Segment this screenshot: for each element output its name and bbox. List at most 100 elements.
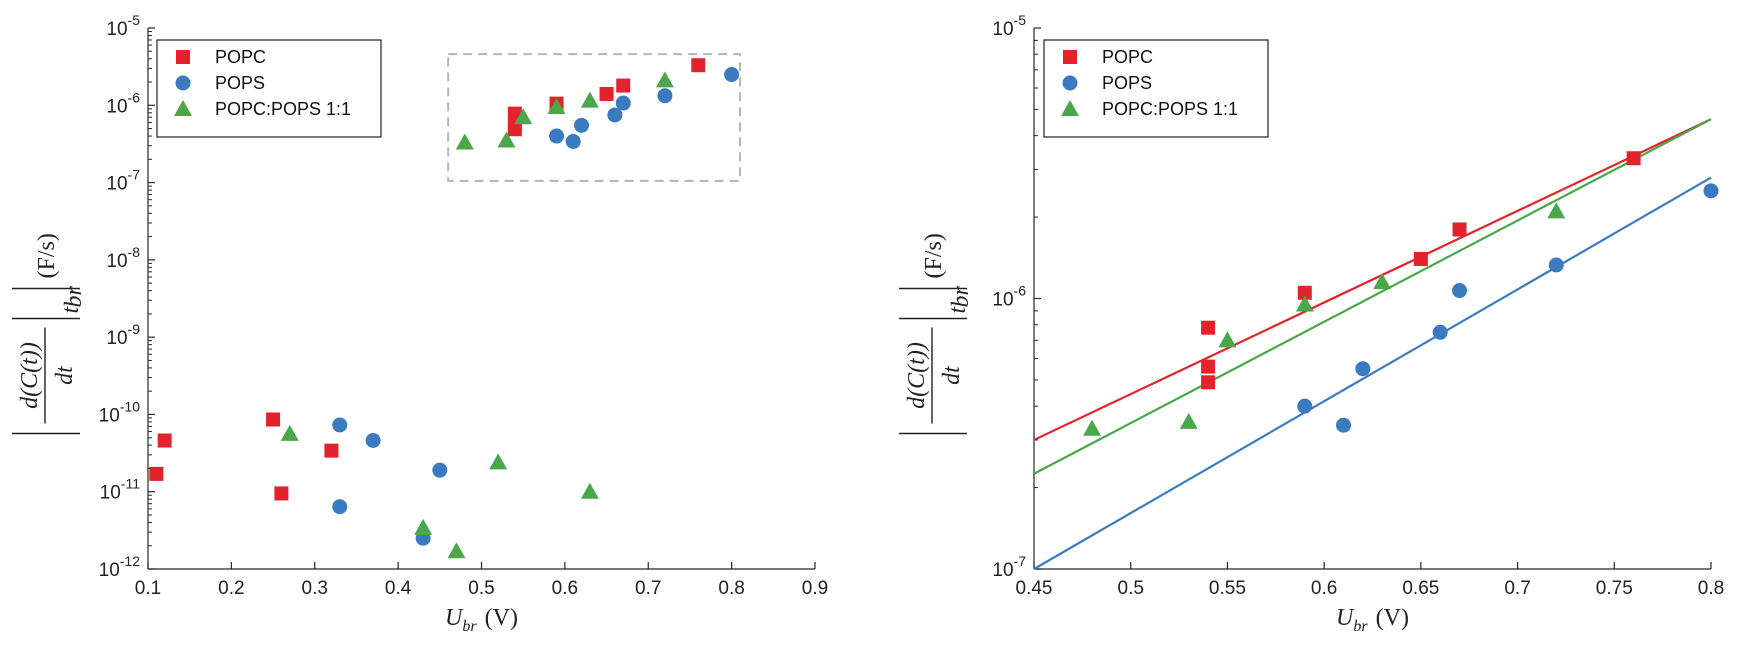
x-axis-unit: (V) xyxy=(485,605,518,631)
y-tick-base: 10 xyxy=(106,174,127,195)
data-point-circle xyxy=(332,417,348,433)
legend: POPC POPS POPC:POPS 1:1 xyxy=(156,39,382,138)
data-point-triangle xyxy=(547,98,566,115)
y-label-subsubscript: br xyxy=(948,286,974,308)
x-tick-label: 0.65 xyxy=(1402,578,1439,599)
data-point-triangle xyxy=(1083,419,1102,436)
data-point-square xyxy=(1201,375,1216,390)
y-tick-label: 10-5 xyxy=(106,12,140,40)
y-label-numerator: d(C(t)) xyxy=(17,342,43,409)
data-point-circle xyxy=(1703,183,1719,199)
x-tick-label: 0.75 xyxy=(1596,578,1633,599)
x-tick-label: 0.6 xyxy=(552,578,578,599)
data-point-circle xyxy=(1452,283,1468,299)
fit-line-1 xyxy=(1033,176,1712,570)
data-point-triangle xyxy=(1547,202,1566,219)
y-tick-base: 10 xyxy=(992,560,1013,581)
x-tick-label: 0.5 xyxy=(1118,578,1144,599)
x-axis-label: Ubr (V) xyxy=(445,605,518,635)
y-axis-label: d(C(t)) dt tbr(F/s) xyxy=(12,233,87,435)
x-axis-subscript: br xyxy=(1353,618,1368,635)
x-tick-label: 0.6 xyxy=(1311,578,1337,599)
data-point-circle xyxy=(657,88,673,104)
x-axis-unit: (V) xyxy=(1376,605,1409,631)
data-point-triangle xyxy=(414,518,433,535)
data-point-square xyxy=(266,412,281,427)
x-tick-label: 0.5 xyxy=(468,578,494,599)
y-label-subsubscript: br xyxy=(61,286,87,308)
y-tick-exponent: -5 xyxy=(128,12,141,28)
legend-label-1: POPS xyxy=(1102,73,1152,93)
y-tick-base: 10 xyxy=(106,19,127,40)
fit-line-2 xyxy=(1033,118,1712,475)
data-point-circle xyxy=(1355,361,1371,377)
data-point-square xyxy=(149,466,164,481)
y-label-denominator: dt xyxy=(52,365,78,385)
data-point-square xyxy=(616,78,631,93)
data-point-triangle xyxy=(455,133,474,150)
y-tick-base: 10 xyxy=(992,290,1013,311)
data-point-square xyxy=(507,122,522,137)
series-0-points xyxy=(149,58,706,501)
data-point-circle xyxy=(432,462,448,478)
x-tick-label: 0.3 xyxy=(302,578,328,599)
y-axis-label: d(C(t)) dt tbr(F/s) xyxy=(899,233,974,435)
y-tick-base: 10 xyxy=(992,19,1013,40)
y-label-subscript: t xyxy=(58,306,84,314)
x-axis-variable: U xyxy=(1336,605,1355,631)
y-tick-exponent: -7 xyxy=(1014,553,1027,569)
legend-box xyxy=(156,39,382,138)
series-1-points xyxy=(332,67,740,546)
data-point-triangle xyxy=(1295,295,1314,312)
data-point-triangle xyxy=(580,482,599,499)
y-label-denominator: dt xyxy=(939,365,965,385)
legend-label-0: POPC xyxy=(1102,47,1153,67)
data-point-square xyxy=(1297,285,1312,300)
x-tick-label: 0.7 xyxy=(635,578,661,599)
y-tick-base: 10 xyxy=(106,328,127,349)
zoom-region-box xyxy=(447,53,741,182)
chart-panel-2: 0.45 0.5 0.55 0.6 0.65 0.7 0.75 0.810-710-610-5… xyxy=(899,12,1724,635)
y-tick-exponent: -7 xyxy=(128,167,141,183)
data-point-square xyxy=(599,86,614,101)
data-point-circle xyxy=(565,133,581,149)
y-tick-exponent: -12 xyxy=(120,553,140,569)
y-tick-label: 10-7 xyxy=(106,167,140,195)
y-tick-label: 10-6 xyxy=(106,89,140,117)
y-tick-exponent: -5 xyxy=(1014,12,1027,28)
data-point-triangle xyxy=(655,71,674,88)
legend-circle-icon xyxy=(175,75,191,91)
y-label-numerator: d(C(t)) xyxy=(904,342,930,409)
legend: POPC POPS POPC:POPS 1:1 xyxy=(1043,39,1269,138)
x-tick-label: 0.2 xyxy=(218,578,244,599)
data-point-square xyxy=(1626,151,1641,166)
y-tick-label: 10-7 xyxy=(992,553,1026,581)
y-tick-exponent: -9 xyxy=(128,321,141,337)
x-tick-label: 0.45 xyxy=(1016,578,1053,599)
data-point-triangle xyxy=(514,108,533,125)
y-tick-exponent: -6 xyxy=(128,89,141,105)
series-2-points xyxy=(280,71,674,559)
legend-label-1: POPS xyxy=(215,73,265,93)
data-point-circle xyxy=(1548,257,1564,273)
legend-label-2: POPC:POPS 1:1 xyxy=(215,99,351,119)
data-point-triangle xyxy=(497,131,516,148)
y-label-unit: (F/s) xyxy=(921,233,947,278)
y-tick-base: 10 xyxy=(99,560,120,581)
x-axis-variable: U xyxy=(445,605,464,631)
y-tick-base: 10 xyxy=(99,405,120,426)
y-tick-base: 10 xyxy=(100,483,121,504)
series-2-points xyxy=(1083,202,1566,436)
data-point-square xyxy=(691,58,706,73)
y-tick-base: 10 xyxy=(106,96,127,117)
y-tick-base: 10 xyxy=(106,251,127,272)
legend-label-2: POPC:POPS 1:1 xyxy=(1102,99,1238,119)
y-tick-label: 10-10 xyxy=(99,398,141,426)
data-point-triangle xyxy=(489,453,508,470)
x-tick-label: 0.1 xyxy=(135,578,161,599)
data-point-square xyxy=(1201,320,1216,335)
y-label-unit: (F/s) xyxy=(34,233,60,278)
data-point-triangle xyxy=(1218,331,1237,348)
legend-label-0: POPC xyxy=(215,47,266,67)
